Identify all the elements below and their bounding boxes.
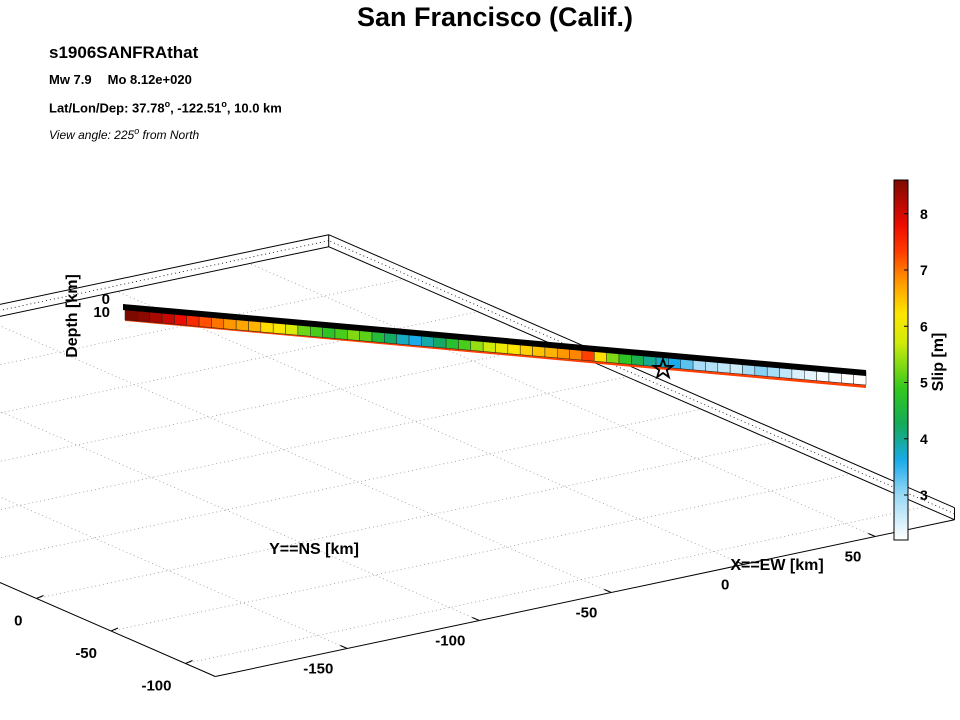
degree-mark: o [221,99,227,109]
z-tick-label: 0 [102,291,110,308]
grid-line-y [36,441,776,599]
y-axis-label: Y==NS [km] [269,541,359,558]
colorbar: 3 4 5 6 7 8 Slip [m] [893,179,947,541]
x-tick-mark [868,533,876,537]
grid-line-x [0,325,612,593]
axes-edge [0,234,329,305]
view-angle-line: View angle: 225o from North [49,126,199,142]
grid-line-x [0,410,480,621]
z-tick-label: 10 [93,304,110,321]
moment-value: Mo 8.12e+020 [107,72,192,87]
axes-edge-dotted [328,240,955,515]
grid-line-x [249,263,876,537]
axis-labels: Y==NS [km] X==EW [km] Depth [km] [64,274,824,574]
x-tick-mark [340,645,348,649]
x-tick-label: -150 [303,661,333,678]
degree-mark: o [164,99,171,109]
axes-edge [328,246,955,521]
axes-edge [215,519,955,677]
grid-line-y [0,278,404,366]
grid-lines [0,263,925,664]
x-tick-label: 0 [721,577,729,594]
lon-value: , -122.51 [170,100,222,116]
y-tick-label: -100 [141,678,171,695]
axes-edge [0,582,216,677]
grid-line-y [185,506,925,664]
z-axis-label: Depth [km] [64,274,81,358]
colorbar-tick-label: 3 [920,487,928,503]
fault-top-edge [123,304,866,376]
event-id: s1906SANFRAthat [49,43,199,62]
y-tick-label: -50 [75,645,97,662]
colorbar-scale [893,179,909,541]
grid-line-y [110,473,851,632]
lat-value: Lat/Lon/Dep: 37.78 [49,100,165,116]
x-tick-label: -100 [435,633,465,650]
location-line: Lat/Lon/Dep: 37.78o, -122.51o, 10.0 km [49,99,282,115]
colorbar-tick-label: 4 [920,431,928,447]
depth-value: , 10.0 km [226,100,282,116]
colorbar-tick-label: 5 [920,375,928,391]
x-tick-mark [736,561,744,565]
y-tick-mark [36,595,44,599]
x-tick-mark [472,617,480,621]
y-tick-mark [110,627,119,632]
x-tick-mark [604,589,612,593]
y-tick-label: 0 [14,613,22,630]
x-tick-label: -50 [576,605,598,622]
chart-title: San Francisco (Calif.) [356,2,634,32]
view-angle-prefix: View angle: 225 [49,128,135,142]
colorbar-tick-label: 6 [920,318,928,334]
view-angle-suffix: from North [139,128,200,142]
colorbar-label: Slip [m] [930,333,947,392]
mw-value: Mw 7.9 [49,72,92,87]
x-axis-label: X==EW [km] [730,557,823,574]
colorbar-tick-label: 7 [920,262,928,278]
grid-line-x [117,291,744,565]
y-tick-mark [185,660,193,664]
grid-line-x [0,496,348,649]
degree-mark: o [134,126,140,136]
axes-edge [328,234,955,509]
magnitude-line: Mw 7.9 Mo 8.12e+020 [49,72,192,87]
axes-box [0,234,955,677]
hypocenter-marker [650,356,676,380]
grid-line-y [0,376,627,511]
colorbar-tick-label: 8 [920,206,928,222]
grid-line-y [0,343,553,462]
fault-slip-patches [123,304,867,388]
axes-edge [0,246,329,317]
x-tick-label: 50 [845,549,862,566]
